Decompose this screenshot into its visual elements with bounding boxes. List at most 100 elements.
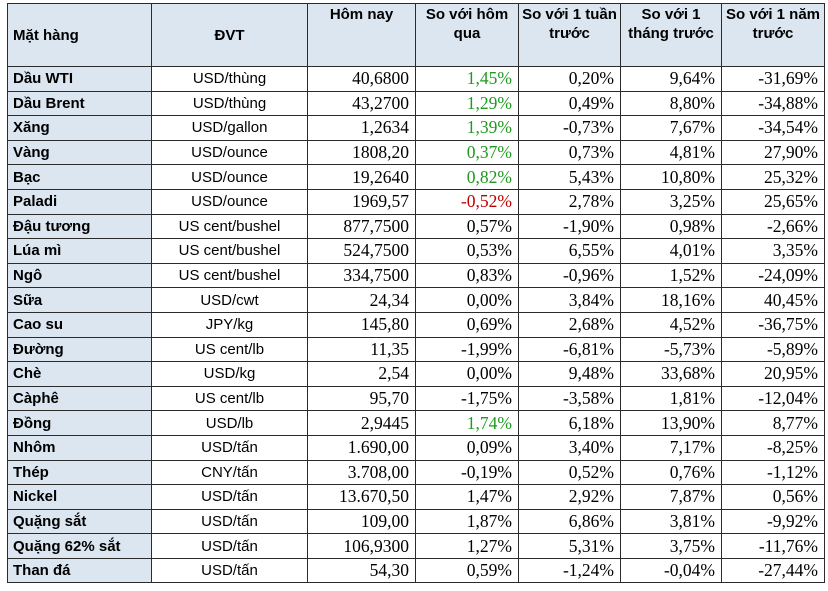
- change-vs-yesterday-cell: -1,75%: [415, 385, 519, 412]
- unit-cell: USD/ounce: [151, 188, 308, 215]
- column-header-today: Hôm nay: [307, 3, 416, 67]
- change-vs-week-cell: 6,18%: [518, 410, 621, 436]
- change-vs-year-cell: 3,35%: [721, 238, 825, 264]
- change-vs-week-cell: 5,43%: [518, 164, 621, 190]
- table-row: Dầu WTI USD/thùng 40,6800 1,45% 0,20% 9,64% -3…: [7, 66, 825, 92]
- change-vs-month-cell: 7,67%: [620, 115, 722, 141]
- change-vs-yesterday-cell: 1,29%: [415, 90, 519, 117]
- table-row: Lúa mì US cent/bushel 524,7500 0,53% 6,55% 4,…: [7, 238, 825, 264]
- change-vs-week-cell: 3,40%: [518, 434, 621, 461]
- commodity-name-cell: Vàng: [7, 139, 152, 166]
- change-vs-yesterday-cell: -0,19%: [415, 459, 519, 486]
- change-vs-month-cell: 3,25%: [620, 188, 722, 215]
- change-vs-week-cell: 0,52%: [518, 459, 621, 486]
- change-vs-week-cell: 3,84%: [518, 287, 621, 313]
- table-row: Càphê US cent/lb 95,70 -1,75% -3,58% 1,81% -12…: [7, 385, 825, 412]
- change-vs-week-cell: 6,55%: [518, 238, 621, 264]
- column-header-vs-year: So với 1 năm trước: [721, 3, 825, 67]
- change-vs-month-cell: 4,81%: [620, 139, 722, 166]
- change-vs-week-cell: 9,48%: [518, 361, 621, 387]
- price-today-cell: 54,30: [307, 557, 416, 584]
- change-vs-month-cell: 0,98%: [620, 213, 722, 240]
- commodity-name-cell: Quặng 62% sắt: [7, 533, 152, 559]
- price-today-cell: 2,9445: [307, 410, 416, 436]
- change-vs-month-cell: 1,52%: [620, 262, 722, 289]
- table-row: Paladi USD/ounce 1969,57 -0,52% 2,78% 3,25% 25…: [7, 188, 825, 215]
- change-vs-yesterday-cell: 0,09%: [415, 434, 519, 461]
- table-row: Than đá USD/tấn 54,30 0,59% -1,24% -0,04% -27,…: [7, 557, 825, 584]
- price-today-cell: 1808,20: [307, 139, 416, 166]
- unit-cell: USD/tấn: [151, 508, 308, 535]
- unit-cell: USD/tấn: [151, 434, 308, 461]
- commodity-name-cell: Nhôm: [7, 434, 152, 461]
- column-header-vs-month: So với 1 tháng trước: [620, 3, 722, 67]
- change-vs-week-cell: 2,92%: [518, 484, 621, 510]
- change-vs-week-cell: -0,73%: [518, 115, 621, 141]
- change-vs-month-cell: 8,80%: [620, 90, 722, 117]
- column-header-vs-year-label: So với 1 năm trước: [725, 6, 821, 42]
- change-vs-yesterday-cell: 0,69%: [415, 311, 519, 338]
- change-vs-yesterday-cell: 0,59%: [415, 557, 519, 584]
- change-vs-yesterday-cell: 1,74%: [415, 410, 519, 436]
- change-vs-year-cell: 27,90%: [721, 139, 825, 166]
- price-today-cell: 3.708,00: [307, 459, 416, 486]
- commodity-name-cell: Chè: [7, 361, 152, 387]
- change-vs-year-cell: -36,75%: [721, 311, 825, 338]
- table-row: Quặng 62% sắt USD/tấn 106,9300 1,27% 5,31% 3,…: [7, 533, 825, 559]
- table-row: Đường US cent/lb 11,35 -1,99% -6,81% -5,73% -5…: [7, 336, 825, 363]
- change-vs-week-cell: -6,81%: [518, 336, 621, 363]
- change-vs-year-cell: 8,77%: [721, 410, 825, 436]
- change-vs-month-cell: 3,75%: [620, 533, 722, 559]
- table-row: Nhôm USD/tấn 1.690,00 0,09% 3,40% 7,17% -8,25%: [7, 434, 825, 461]
- change-vs-month-cell: 4,01%: [620, 238, 722, 264]
- change-vs-year-cell: -8,25%: [721, 434, 825, 461]
- commodity-name-cell: Than đá: [7, 557, 152, 584]
- change-vs-week-cell: 2,68%: [518, 311, 621, 338]
- column-header-vs-week: So với 1 tuần trước: [518, 3, 621, 67]
- unit-cell: USD/thùng: [151, 90, 308, 117]
- commodity-name-cell: Xăng: [7, 115, 152, 141]
- column-header-vs-yesterday: So với hôm qua: [415, 3, 519, 67]
- table-row: Thép CNY/tấn 3.708,00 -0,19% 0,52% 0,76% -1,12…: [7, 459, 825, 486]
- unit-cell: US cent/bushel: [151, 238, 308, 264]
- price-today-cell: 2,54: [307, 361, 416, 387]
- change-vs-week-cell: 0,73%: [518, 139, 621, 166]
- change-vs-year-cell: -2,66%: [721, 213, 825, 240]
- change-vs-week-cell: -1,24%: [518, 557, 621, 584]
- unit-cell: USD/tấn: [151, 533, 308, 559]
- commodity-name-cell: Thép: [7, 459, 152, 486]
- change-vs-year-cell: -34,54%: [721, 115, 825, 141]
- price-today-cell: 24,34: [307, 287, 416, 313]
- change-vs-month-cell: 9,64%: [620, 66, 722, 92]
- price-today-cell: 95,70: [307, 385, 416, 412]
- change-vs-month-cell: -0,04%: [620, 557, 722, 584]
- column-header-vs-week-label: So với 1 tuần trước: [522, 6, 617, 42]
- change-vs-month-cell: -5,73%: [620, 336, 722, 363]
- unit-cell: USD/thùng: [151, 66, 308, 92]
- change-vs-year-cell: -27,44%: [721, 557, 825, 584]
- price-today-cell: 334,7500: [307, 262, 416, 289]
- change-vs-year-cell: 40,45%: [721, 287, 825, 313]
- commodity-price-table: Mặt hàng ĐVT Hôm nay So với hôm qua So v…: [7, 3, 825, 584]
- table-row: Vàng USD/ounce 1808,20 0,37% 0,73% 4,81% 27,90…: [7, 139, 825, 166]
- change-vs-year-cell: 0,56%: [721, 484, 825, 510]
- change-vs-week-cell: 0,20%: [518, 66, 621, 92]
- unit-cell: USD/gallon: [151, 115, 308, 141]
- change-vs-month-cell: 7,17%: [620, 434, 722, 461]
- commodity-name-cell: Đồng: [7, 410, 152, 436]
- change-vs-year-cell: 20,95%: [721, 361, 825, 387]
- price-today-cell: 19,2640: [307, 164, 416, 190]
- table-row: Chè USD/kg 2,54 0,00% 9,48% 33,68% 20,95%: [7, 361, 825, 387]
- change-vs-year-cell: -1,12%: [721, 459, 825, 486]
- change-vs-year-cell: -24,09%: [721, 262, 825, 289]
- table-row: Nickel USD/tấn 13.670,50 1,47% 2,92% 7,87% 0,5…: [7, 484, 825, 510]
- change-vs-year-cell: -9,92%: [721, 508, 825, 535]
- commodity-name-cell: Bạc: [7, 164, 152, 190]
- change-vs-yesterday-cell: 0,00%: [415, 287, 519, 313]
- column-header-vs-yesterday-label: So với hôm qua: [425, 6, 509, 42]
- table-row: Dầu Brent USD/thùng 43,2700 1,29% 0,49% 8,80%…: [7, 90, 825, 117]
- unit-cell: USD/lb: [151, 410, 308, 436]
- change-vs-yesterday-cell: 1,87%: [415, 508, 519, 535]
- change-vs-month-cell: 3,81%: [620, 508, 722, 535]
- change-vs-yesterday-cell: 0,53%: [415, 238, 519, 264]
